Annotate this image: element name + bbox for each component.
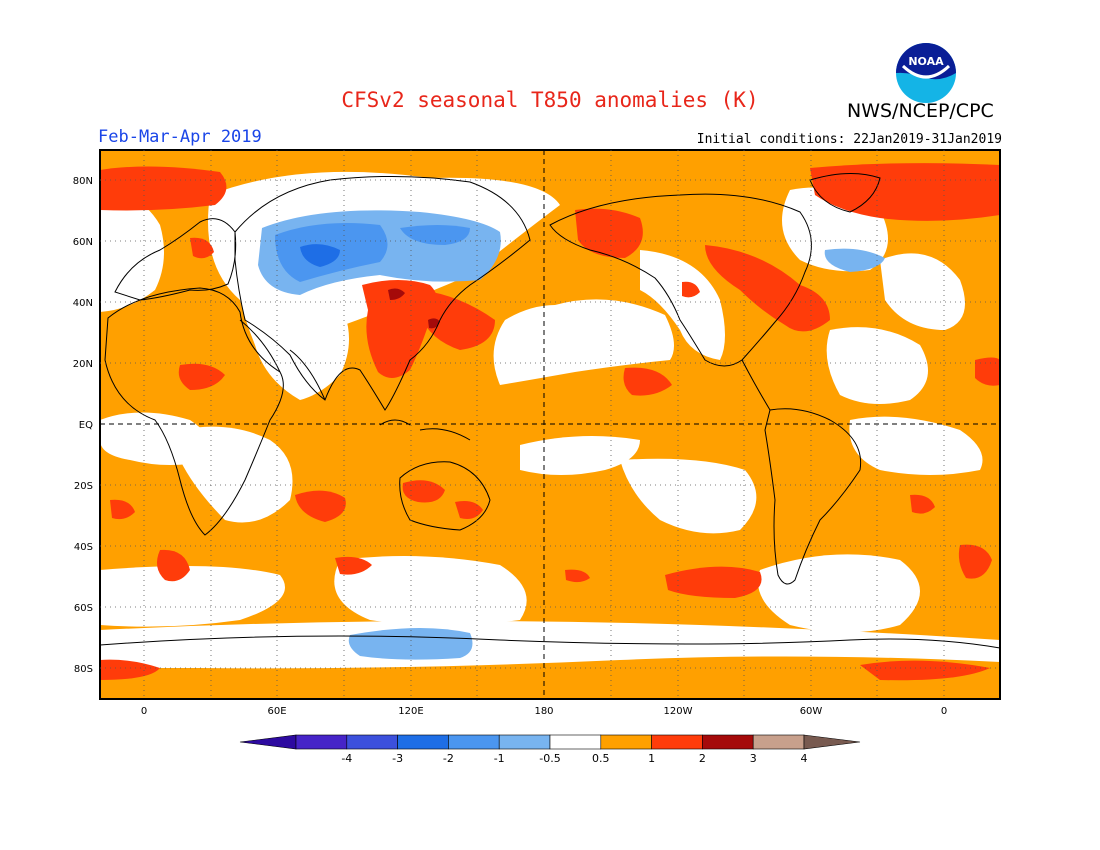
colorbar-high-extension: [803, 734, 861, 750]
colorbar: [239, 734, 861, 750]
colorbar-swatch: [397, 734, 449, 750]
chart-title: CFSv2 seasonal T850 anomalies (K): [341, 88, 759, 112]
lat-label-40s: 40S: [74, 542, 93, 553]
agency-label: NWS/NCEP/CPC: [847, 100, 994, 122]
initial-conditions-label: Initial conditions: 22Jan2019-31Jan2019: [696, 132, 1002, 147]
lat-label-80n: 80N: [73, 176, 93, 187]
lat-label-60s: 60S: [74, 603, 93, 614]
colorbar-tick-label: -2: [443, 752, 454, 765]
lat-label-60n: 60N: [73, 237, 93, 248]
lon-label-60e: 60E: [267, 706, 286, 717]
noaa-logo-text: NOAA: [908, 55, 944, 68]
coastlines: [100, 172, 1000, 649]
colorbar-swatch: [295, 734, 348, 750]
lat-label-80s: 80S: [74, 664, 93, 675]
colorbar-tick-label: -3: [392, 752, 403, 765]
colorbar-tick-label: 2: [699, 752, 706, 765]
negative-anomaly-regions: [258, 210, 885, 660]
colorbar-tick-label: -1: [494, 752, 505, 765]
positive-anomaly-regions: [100, 163, 1000, 681]
lon-label-0-east: 0: [941, 706, 947, 717]
axis-labels: 80N 60N 40N 20N EQ 20S 40S 60S 80S 0 60E…: [73, 176, 947, 717]
lon-label-60w: 60W: [800, 706, 823, 717]
colorbar-swatch: [549, 734, 602, 750]
colorbar-swatch: [600, 734, 652, 750]
lon-label-120w: 120W: [664, 706, 693, 717]
colorbar-swatch: [498, 734, 551, 750]
graticule: [100, 150, 1000, 699]
colorbar-swatch: [448, 734, 500, 750]
colorbar-tick-label: 1: [648, 752, 655, 765]
lon-label-120e: 120E: [398, 706, 423, 717]
lat-label-20n: 20N: [73, 359, 93, 370]
season-label: Feb-Mar-Apr 2019: [98, 127, 262, 147]
colorbar-swatch: [752, 734, 805, 750]
lat-label-40n: 40N: [73, 298, 93, 309]
colorbar-tick-label: 4: [801, 752, 808, 765]
colorbar-swatch: [702, 734, 754, 750]
colorbar-tick-label: 0.5: [592, 752, 610, 765]
colorbar-low-extension: [239, 734, 297, 750]
colorbar-swatch: [346, 734, 398, 750]
lon-label-180: 180: [534, 706, 553, 717]
noaa-logo: NOAA: [896, 43, 956, 103]
colorbar-tick-label: -0.5: [539, 752, 560, 765]
lat-label-eq: EQ: [79, 420, 93, 431]
colorbar-tick-label: 3: [750, 752, 757, 765]
lat-label-20s: 20S: [74, 481, 93, 492]
lon-label-0-west: 0: [141, 706, 147, 717]
colorbar-swatch: [651, 734, 703, 750]
colorbar-labels: -4 -3 -2 -1 -0.5 0.5 1 2 3 4: [341, 752, 807, 765]
colorbar-tick-label: -4: [341, 752, 352, 765]
